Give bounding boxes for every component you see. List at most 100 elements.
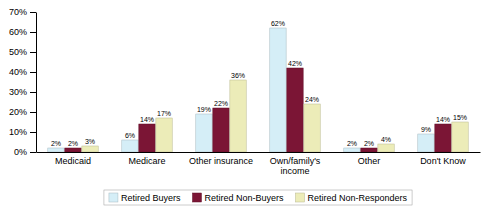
data-label: 17% [157,110,171,117]
bar-series [65,68,451,152]
tick: 50% [9,47,36,57]
tick-mark [30,112,36,113]
x-axis: Medicaid Medicare Other insurance Own/famil… [37,152,481,176]
legend-item: Retired Buyers [109,193,181,203]
bar [452,122,468,152]
data-label: 24% [305,96,319,103]
bar-series [48,28,434,152]
tick-label: 20% [9,107,27,117]
bar [196,114,212,152]
tick-mark [30,132,36,133]
bar [213,108,229,152]
legend-swatch [192,193,201,202]
tick: 60% [9,27,36,37]
tick-label: 10% [9,127,27,137]
legend-swatch [296,193,305,202]
tick-label: Other [358,156,381,166]
axis-line [36,13,37,153]
tick: 10% [9,127,36,137]
tick-label: 0% [14,147,27,157]
tick: 30% [9,87,36,97]
tick-label: Medicare [128,156,165,166]
bar [156,118,172,152]
tick-mark [30,12,36,13]
legend-item: Retired Non-Responders [296,193,408,203]
data-label: 15% [453,114,467,121]
legend-swatch [109,193,118,202]
legend: Retired Buyers Retired Non-Buyers Retired … [104,190,412,205]
tick-mark [30,72,36,73]
data-label: 14% [436,116,450,123]
tick-label: Own/family'sincome [270,156,321,176]
axis-line [37,152,481,153]
tick-label-line: Medicare [128,156,165,166]
tick: 20% [9,107,36,117]
tick-mark [30,152,36,153]
data-label: 6% [125,132,135,139]
data-label: 9% [421,126,431,133]
legend-item: Retired Non-Buyers [192,193,284,203]
tick-label: 70% [9,7,27,17]
bar [270,28,286,152]
tick-mark [30,52,36,53]
bar [378,144,394,152]
data-label: 2% [68,140,78,147]
data-label: 4% [381,136,391,143]
tick-label-line: Other insurance [189,156,253,166]
tick-label: 60% [9,27,27,37]
bar-series [82,80,468,152]
bar [48,148,64,152]
legend-label: Retired Non-Responders [308,193,408,203]
tick-label: 40% [9,67,27,77]
bar [65,148,81,152]
bar [230,80,246,152]
data-label: 2% [364,140,374,147]
tick: Other [358,152,381,166]
tick-label-line: income [280,166,309,176]
data-label: 36% [231,72,245,79]
tick-label: Don't Know [420,156,466,166]
legend-label: Retired Non-Buyers [204,193,284,203]
tick-mark [30,92,36,93]
bar [418,134,434,152]
bar [139,124,155,152]
bar [361,148,377,152]
bars [48,28,468,152]
data-label: 22% [214,100,228,107]
tick-label: Medicaid [55,156,91,166]
tick-label-line: Own/family's [270,156,321,166]
data-label: 42% [288,60,302,67]
tick: 70% [9,7,36,17]
bar [82,146,98,152]
data-label: 14% [140,116,154,123]
bar [344,148,360,152]
y-axis: 0% 10% 20% 30% 40% 50% 60% 70% [9,7,37,157]
tick-mark [30,32,36,33]
tick: Own/family'sincome [270,152,321,176]
bar [435,124,451,152]
tick-label-line: Medicaid [55,156,91,166]
tick: Don't Know [420,152,466,166]
bar [122,140,138,152]
tick: 0% [14,147,36,157]
tick-label-line: Other [358,156,381,166]
legend-label: Retired Buyers [121,193,181,203]
data-label: 2% [347,140,357,147]
data-labels: 2% 6% 19% 62% 2% 9% 2% 14% 22% 42% 2% 14% 3% 17% 36% 24… [51,20,467,147]
legend-frame [104,190,412,205]
data-label: 62% [271,20,285,27]
tick: Other insurance [189,152,253,166]
data-label: 19% [197,106,211,113]
tick-label-line: Don't Know [420,156,466,166]
chart: 2% 6% 19% 62% 2% 9% 2% 14% 22% 42% 2% 14% 3% 17% 36% 24… [0,0,488,210]
tick-label: 50% [9,47,27,57]
tick: 40% [9,67,36,77]
data-label: 2% [51,140,61,147]
tick: Medicare [128,152,165,166]
tick-label: 30% [9,87,27,97]
tick-label: Other insurance [189,156,253,166]
bar [304,104,320,152]
tick: Medicaid [55,152,91,166]
bar [287,68,303,152]
data-label: 3% [85,138,95,145]
